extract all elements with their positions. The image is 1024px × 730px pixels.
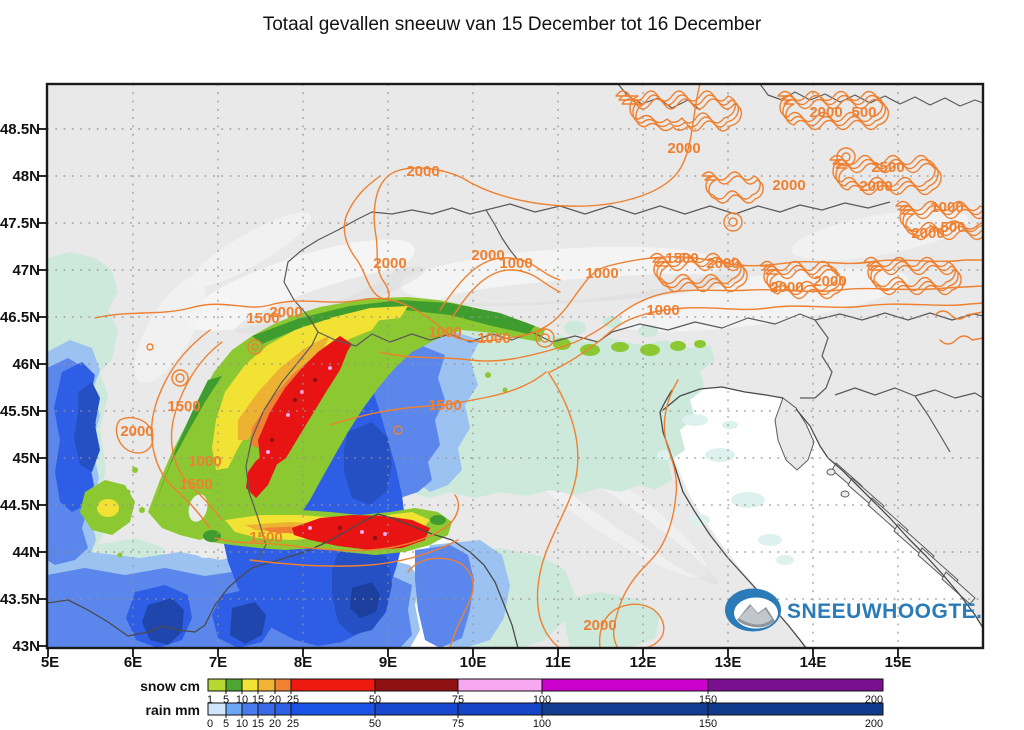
contour-label: 2000	[809, 104, 842, 121]
svg-text:1: 1	[207, 694, 213, 706]
coastlines	[47, 386, 983, 648]
lon-label: 13E	[715, 654, 742, 671]
contour-label: 2000	[373, 255, 406, 272]
contour-label: 2500	[871, 159, 904, 176]
contour-label: 2000	[911, 225, 944, 242]
svg-text:20: 20	[269, 718, 281, 730]
lon-label: 14E	[800, 654, 827, 671]
longitude-axis: 5E 6E 7E 8E 9E 10E 11E 12E 13E 14E 15E	[41, 654, 912, 671]
lon-label: 7E	[209, 654, 227, 671]
contour-label: 500	[851, 104, 876, 121]
rain-legend-bar: 0 5 10 15 20 25 50 75 100 150 200	[207, 702, 884, 730]
snow-overlay	[80, 297, 706, 558]
contour-label: 1000	[428, 324, 461, 341]
lon-label: 12E	[630, 654, 657, 671]
lon-label: 5E	[41, 654, 59, 671]
contour-label: 1500	[179, 476, 212, 493]
svg-text:100: 100	[533, 718, 551, 730]
contour-label: 1500	[249, 529, 282, 546]
contour-label: 1500	[428, 397, 461, 414]
page-title: Totaal gevallen sneeuw van 15 December t…	[263, 14, 762, 35]
contour-label: 1000	[930, 199, 963, 216]
svg-text:25: 25	[287, 718, 299, 730]
lat-label: 47.5N	[0, 215, 40, 232]
lat-label: 43.5N	[0, 591, 40, 608]
contour-label: 2000	[583, 617, 616, 634]
rain-legend-label: rain mm	[146, 702, 200, 718]
contour-label: 2000	[120, 423, 153, 440]
svg-text:0: 0	[207, 718, 213, 730]
lon-label: 8E	[294, 654, 312, 671]
lon-label: 15E	[885, 654, 912, 671]
legend: snow cm rain mm 1 5 10 15	[140, 678, 884, 730]
svg-text:10: 10	[236, 718, 248, 730]
contour-label: 1000	[585, 265, 618, 282]
svg-text:5: 5	[223, 694, 229, 706]
lat-label: 47N	[12, 262, 40, 279]
latitude-axis: 48.5N 48N 47.5N 47N 46.5N 46N 45.5N 45N …	[0, 121, 40, 655]
contour-label: 2000	[269, 304, 302, 321]
contour-label: 1000	[477, 330, 510, 347]
svg-text:150: 150	[699, 718, 717, 730]
svg-text:200: 200	[865, 718, 883, 730]
elevation-contours	[94, 84, 983, 648]
lat-label: 48.5N	[0, 121, 40, 138]
lon-label: 10E	[460, 654, 487, 671]
axis-ticks	[38, 128, 899, 657]
lat-label: 45.5N	[0, 403, 40, 420]
svg-text:5: 5	[223, 718, 229, 730]
svg-text:50: 50	[369, 718, 381, 730]
contour-label: 2000	[770, 279, 803, 296]
contour-label: 1000	[188, 453, 221, 470]
contour-label: 2000	[471, 247, 504, 264]
svg-text:15: 15	[252, 718, 264, 730]
lat-label: 43N	[12, 638, 40, 655]
snow-legend-bar: 1 5 10 15 20 25 50 75 100 150 200	[207, 678, 884, 706]
contour-label: 1500	[167, 398, 200, 415]
contour-label: 1000	[646, 302, 679, 319]
map-frame	[45, 82, 985, 650]
contour-label: 2000	[706, 255, 739, 272]
contour-label: 2000	[772, 177, 805, 194]
lon-label: 6E	[124, 654, 142, 671]
contour-labels: 2000 2000 2000 500 2500 2000 2000 1000 5…	[120, 104, 965, 634]
snow-legend-label: snow cm	[140, 678, 200, 694]
contour-label: 2000	[667, 140, 700, 157]
contour-label: 2000	[859, 178, 892, 195]
contour-label: 1500	[665, 250, 698, 267]
lat-label: 48N	[12, 168, 40, 185]
logo-text: SNEEUWHOOGTE.NL	[787, 600, 1012, 623]
lat-label: 46N	[12, 356, 40, 373]
contour-label: 500	[940, 219, 965, 236]
lon-label: 11E	[545, 654, 571, 671]
contour-label: 2000	[406, 163, 439, 180]
contour-label: 2000	[813, 273, 846, 290]
lat-label: 46.5N	[0, 309, 40, 326]
contour-label: 1000	[499, 255, 532, 272]
svg-text:75: 75	[452, 718, 464, 730]
contour-label: 1500	[246, 310, 279, 327]
sneeuwhoogte-logo: SNEEUWHOOGTE.NL	[725, 588, 1012, 632]
lon-label: 9E	[379, 654, 397, 671]
lat-label: 44.5N	[0, 497, 40, 514]
lat-label: 45N	[12, 450, 40, 467]
lat-label: 44N	[12, 544, 40, 561]
